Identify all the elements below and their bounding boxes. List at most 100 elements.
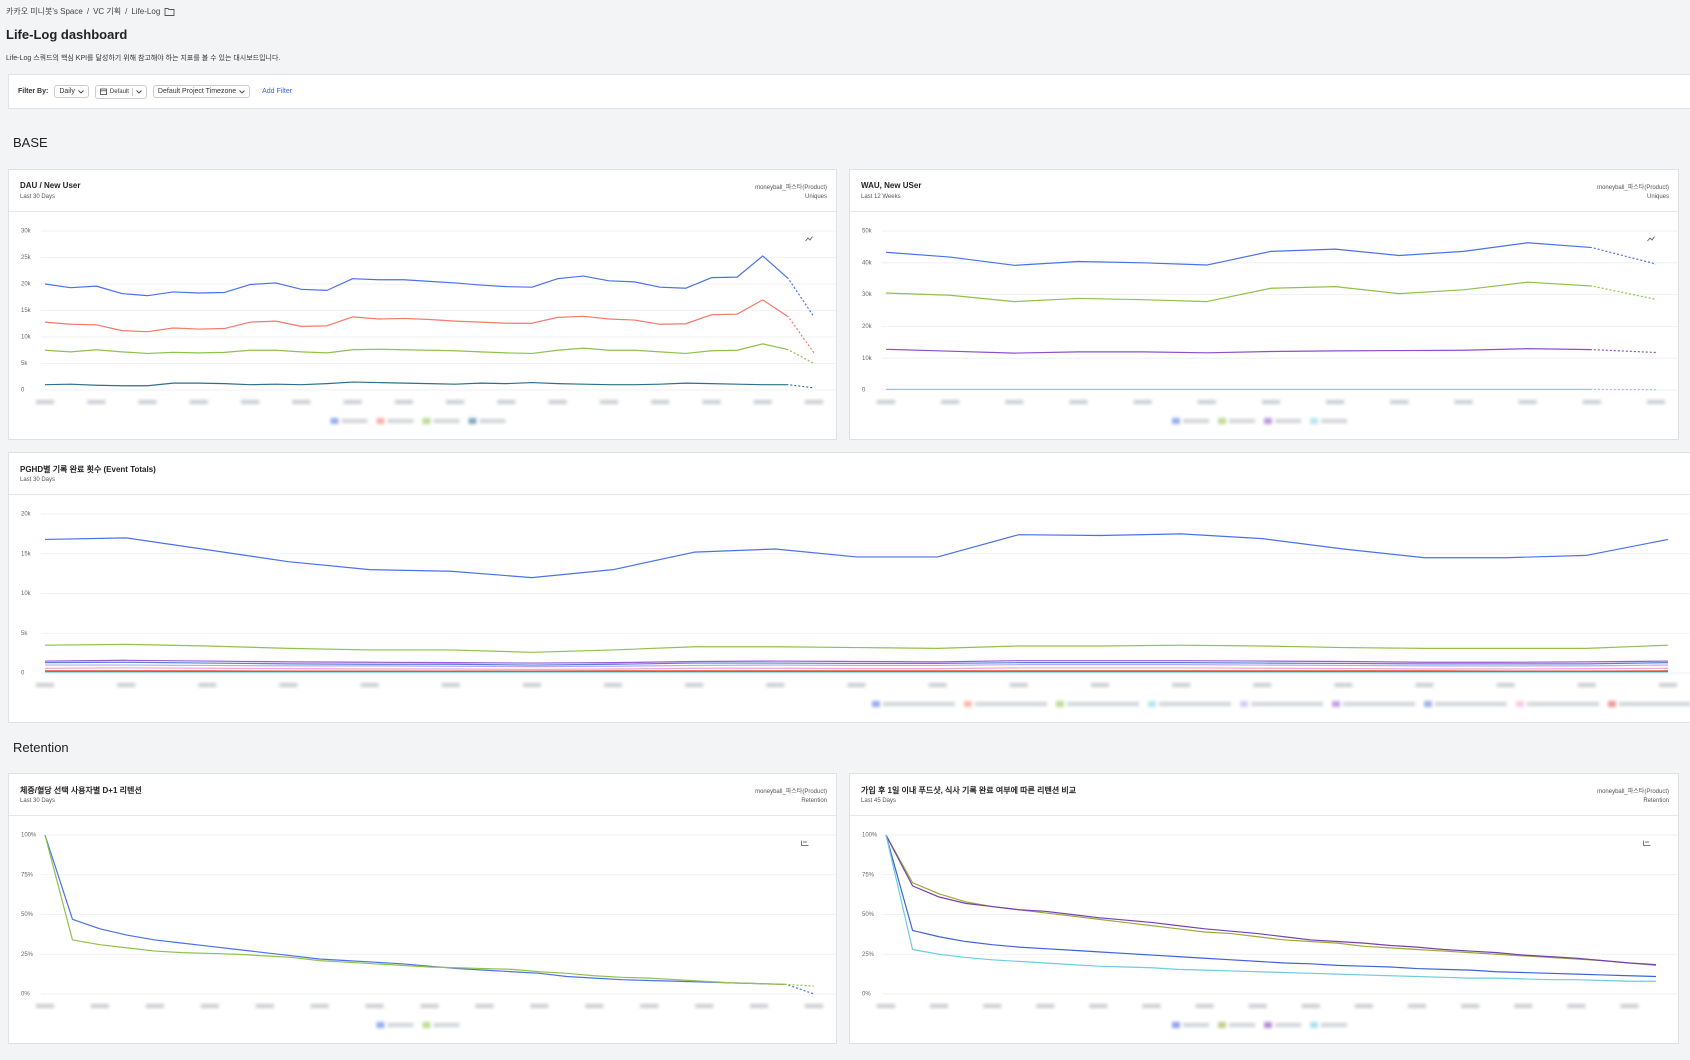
- divider: [9, 211, 836, 212]
- crumb-separator: /: [125, 7, 128, 16]
- x-tick-placeholder: [441, 683, 460, 687]
- timezone-dropdown[interactable]: Default Project Timezone: [152, 85, 251, 98]
- series-line: [885, 834, 1657, 978]
- x-tick-placeholder: [1326, 400, 1345, 404]
- x-tick-placeholder: [1009, 683, 1028, 687]
- x-tick-placeholder: [90, 1004, 109, 1008]
- x-tick-placeholder: [753, 400, 772, 404]
- legend-text-placeholder: [1183, 419, 1209, 423]
- x-tick-placeholder: [241, 400, 260, 404]
- legend-text-placeholder: [1275, 419, 1301, 423]
- x-tick-placeholder: [1577, 683, 1596, 687]
- y-tick-label: 25%: [21, 952, 34, 958]
- x-tick-placeholder: [1514, 1004, 1533, 1008]
- x-tick-placeholder: [36, 400, 54, 404]
- date-dropdown[interactable]: Default: [94, 84, 147, 99]
- x-tick-placeholder: [1197, 400, 1216, 404]
- plot: 0 5k 10k 15k 20k 25k 30k: [21, 229, 836, 424]
- y-tick-label: 20k: [862, 324, 873, 330]
- y-tick-label: 20k: [21, 512, 32, 518]
- legend-swatch: [1240, 701, 1248, 707]
- y-tick-label: 30k: [21, 229, 32, 235]
- chevron: [78, 89, 84, 94]
- series-line: [44, 299, 815, 354]
- x-tick-placeholder: [1301, 1004, 1320, 1008]
- x-tick-placeholder: [685, 683, 704, 687]
- x-tick-placeholder: [640, 1004, 659, 1008]
- series-line: [44, 343, 815, 365]
- divider: [850, 815, 1678, 816]
- divider: [9, 815, 836, 816]
- folder-icon[interactable]: [164, 7, 175, 16]
- y-tick-label: 100%: [21, 833, 37, 839]
- metric-icon: [801, 840, 809, 846]
- x-tick-placeholder: [1133, 400, 1152, 404]
- chart-card: 가입 후 1일 이내 푸드샷, 식사 기록 완료 여부에 따른 리텐션 비교 L…: [849, 773, 1679, 1044]
- series-line: [885, 242, 1657, 266]
- x-tick-placeholder: [117, 683, 136, 687]
- x-tick-placeholder: [279, 683, 298, 687]
- x-tick-placeholder: [928, 683, 947, 687]
- filter-label: Filter By:: [18, 88, 49, 95]
- x-tick-placeholder: [651, 400, 670, 404]
- x-tick-placeholder: [1620, 1004, 1639, 1008]
- x-tick-placeholder: [394, 400, 413, 404]
- x-tick-placeholder: [1089, 1004, 1108, 1008]
- metric-label: Uniques: [804, 194, 827, 200]
- legend-swatch: [1218, 1022, 1226, 1028]
- calendar-icon: [100, 88, 107, 95]
- series-line: [885, 834, 1657, 966]
- chart-metric: Retention: [1643, 798, 1669, 846]
- x-tick-placeholder: [1567, 1004, 1586, 1008]
- legend-swatch: [1264, 418, 1272, 424]
- divider: [850, 211, 1678, 212]
- x-tick-placeholder: [1090, 683, 1109, 687]
- legend-swatch: [1310, 418, 1318, 424]
- interval-value: Daily: [59, 88, 75, 95]
- crumb-link[interactable]: 카카오 미니봇's Space: [6, 7, 83, 16]
- legend-swatch: [422, 1022, 431, 1028]
- x-tick-placeholder: [1005, 400, 1024, 404]
- x-tick-placeholder: [497, 400, 516, 404]
- y-tick-label: 10k: [21, 591, 32, 597]
- chart-title: DAU / New User: [20, 181, 81, 190]
- y-tick-label: 10k: [21, 335, 32, 341]
- y-tick-label: 20k: [21, 282, 32, 288]
- add-filter-button[interactable]: Add Filter: [262, 88, 293, 95]
- y-tick-label: 50%: [862, 912, 875, 918]
- dashboard-title: Life-Log dashboard: [6, 27, 128, 42]
- section-title: Retention: [13, 740, 69, 755]
- legend-swatch: [1148, 701, 1156, 707]
- legend-swatch: [422, 418, 431, 424]
- y-tick-label: 15k: [21, 551, 32, 557]
- divider: [9, 494, 1690, 495]
- y-tick-label: 5k: [21, 361, 28, 367]
- legend-swatch: [1424, 701, 1432, 707]
- x-tick-placeholder: [1069, 400, 1088, 404]
- section-title: BASE: [13, 135, 48, 150]
- interval-dropdown[interactable]: Daily: [54, 85, 89, 98]
- legend-swatch: [1608, 701, 1616, 707]
- x-tick-placeholder: [360, 683, 379, 687]
- metric-label: Retention: [801, 798, 827, 804]
- crumb-link[interactable]: Life-Log: [131, 7, 161, 16]
- y-tick-label: 5k: [21, 631, 28, 637]
- series-line: [885, 834, 1656, 982]
- legend-swatch: [468, 418, 477, 424]
- timezone-value: Default Project Timezone: [157, 88, 237, 95]
- crumb-link[interactable]: VC 기획: [93, 7, 122, 16]
- x-tick-placeholder: [87, 400, 106, 404]
- x-tick-placeholder: [1518, 400, 1537, 404]
- y-tick-label: 0: [862, 388, 866, 394]
- y-tick-label: 0: [21, 388, 25, 394]
- x-tick-placeholder: [138, 400, 157, 404]
- chart-subtitle: Last 45 Days: [861, 798, 897, 804]
- metric-icon: [1647, 236, 1655, 242]
- legend-text-placeholder: [1229, 419, 1255, 423]
- series-line: [44, 533, 1669, 579]
- chart-card: 체중/혈당 선택 사용자별 D+1 리텐션 Last 30 Days money…: [8, 773, 837, 1044]
- y-tick-label: 15k: [21, 308, 32, 314]
- x-tick-placeholder: [1334, 683, 1353, 687]
- legend-text-placeholder: [341, 419, 368, 423]
